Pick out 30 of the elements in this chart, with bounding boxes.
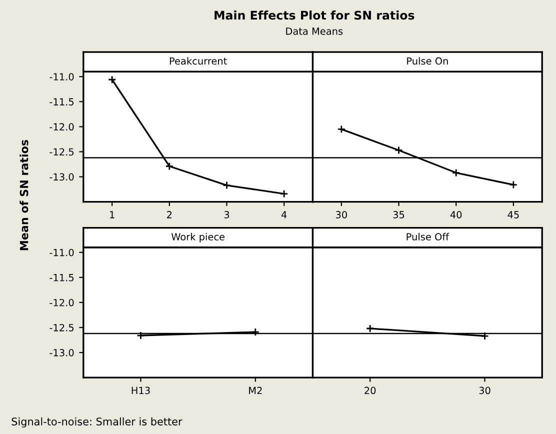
x-tick-label: 20	[364, 386, 376, 394]
x-tick-label: 40	[450, 211, 462, 218]
y-tick-label: -11.5	[50, 98, 74, 106]
y-tick-label: -11.0	[50, 248, 74, 256]
x-tick-label: 45	[508, 211, 519, 218]
x-tick-label: 30	[479, 386, 490, 394]
y-tick-label: -12.0	[50, 298, 74, 306]
text: Main Effects Plot for SN ratios	[214, 10, 414, 20]
y-tick-label: -11.0	[50, 73, 74, 80]
y-tick-label: -13.0	[50, 349, 74, 356]
x-tick-label: 3	[224, 211, 230, 218]
y-tick-label: -12.5	[50, 324, 74, 332]
text: Signal-to-noise: Smaller is better	[12, 417, 182, 428]
y-tick-label: -13.0	[50, 173, 74, 181]
y-tick-label: -11.5	[50, 274, 74, 282]
y-tick-label: -12.0	[50, 123, 74, 131]
y-axis-title: Mean of SN ratios	[20, 140, 28, 250]
x-tick-label: 4	[281, 211, 287, 218]
x-tick-label: 2	[167, 211, 172, 218]
chart-title: Pulse Off	[406, 232, 450, 240]
text: Data Means	[286, 28, 343, 35]
chart-title: Work piece	[171, 232, 224, 242]
x-tick-label: H13	[132, 386, 150, 394]
x-tick-label: 35	[393, 211, 404, 218]
x-tick-label: M2	[249, 386, 262, 394]
x-tick-label: 1	[110, 211, 114, 218]
chart-title: Pulse On	[407, 57, 448, 65]
chart-title: Peakcurrent	[170, 57, 227, 65]
y-tick-label: -12.5	[50, 148, 74, 156]
x-tick-label: 30	[336, 211, 347, 218]
